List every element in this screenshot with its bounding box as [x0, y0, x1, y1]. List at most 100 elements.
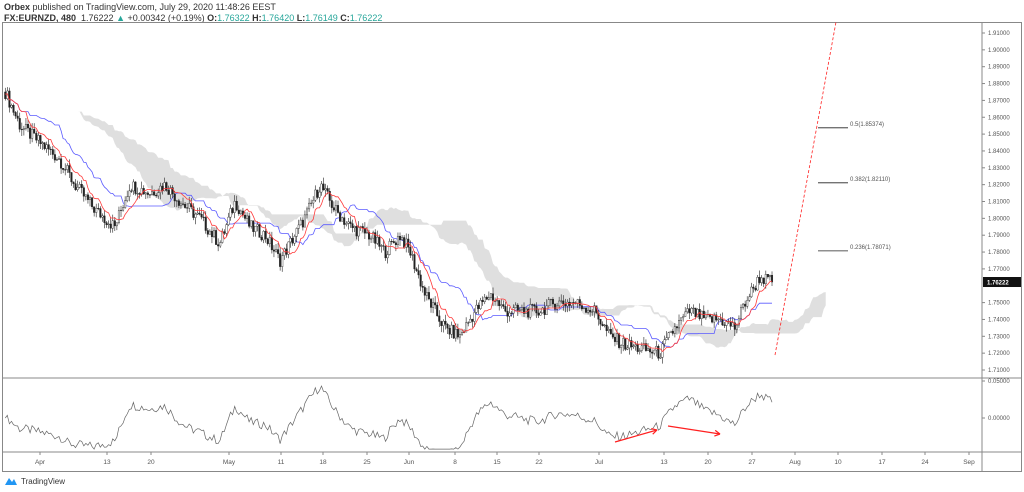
candle — [461, 332, 464, 335]
candle — [479, 300, 482, 309]
y-tick-label: 1.87000 — [988, 98, 1010, 104]
candle — [409, 246, 412, 256]
candle — [709, 314, 712, 317]
x-tick-label: 17 — [878, 459, 886, 466]
candle — [117, 210, 120, 223]
candle — [430, 298, 433, 308]
x-tick-label: 10 — [834, 459, 842, 466]
candle — [235, 201, 238, 211]
candle — [324, 188, 327, 191]
candle — [442, 320, 445, 326]
candle — [396, 235, 399, 246]
candle — [53, 154, 56, 161]
candle — [262, 231, 265, 241]
candle — [527, 308, 530, 318]
candle — [520, 307, 523, 311]
y-tick-label: 1.74000 — [988, 317, 1010, 323]
candle — [165, 182, 168, 191]
candle — [694, 307, 697, 317]
candle — [425, 292, 428, 296]
candle — [47, 144, 50, 150]
candle — [510, 312, 513, 314]
symbol[interactable]: FX:EURNZD, 480 — [4, 13, 77, 23]
candle — [155, 194, 158, 197]
y-tick-label: 1.88000 — [988, 82, 1010, 88]
candle — [748, 296, 751, 301]
candle — [22, 128, 25, 130]
candle — [675, 326, 678, 329]
candle — [758, 277, 761, 283]
candle — [328, 191, 331, 201]
candle — [605, 324, 608, 331]
x-tick-label: Aug — [789, 459, 801, 466]
y-tick-label: 1.73000 — [988, 334, 1010, 340]
y-tick-label: 1.80000 — [988, 216, 1010, 222]
candle — [502, 304, 505, 307]
candle — [717, 318, 720, 321]
divergence-arrow-1-head — [651, 428, 658, 431]
candle — [272, 249, 275, 252]
candle — [636, 344, 639, 352]
candle — [95, 207, 98, 213]
candle — [603, 324, 606, 326]
candle — [198, 212, 201, 215]
candle — [120, 209, 123, 211]
ichimoku-cloud — [59, 93, 826, 348]
candle — [624, 338, 627, 350]
candle — [764, 274, 767, 284]
candle — [74, 183, 77, 190]
candle — [669, 330, 672, 333]
candle — [215, 230, 218, 245]
candle — [713, 314, 716, 323]
candle — [281, 255, 284, 267]
candle — [593, 305, 596, 312]
up-triangle-icon: ▲ — [116, 13, 126, 23]
candle — [427, 292, 430, 300]
tradingview-logo[interactable]: TradingView — [4, 476, 65, 486]
candle — [715, 314, 718, 321]
candle — [229, 208, 232, 218]
candle — [163, 182, 166, 192]
candle — [506, 310, 509, 317]
candle — [541, 307, 544, 314]
candle — [578, 299, 581, 306]
candle — [167, 190, 170, 195]
candle — [498, 300, 501, 307]
candle — [16, 115, 19, 119]
candle — [467, 322, 470, 324]
candle — [20, 129, 23, 131]
chart-frame[interactable] — [2, 22, 1022, 472]
candle — [4, 91, 7, 99]
candle — [403, 237, 406, 248]
candle — [291, 237, 294, 244]
candle — [386, 254, 389, 259]
candle — [686, 308, 689, 313]
candle — [370, 237, 373, 240]
candle — [35, 133, 38, 141]
candle — [432, 302, 435, 308]
candle — [665, 337, 668, 340]
candle — [390, 240, 393, 242]
x-tick-label: 27 — [748, 459, 756, 466]
candle — [76, 187, 79, 190]
x-tick-label: May — [223, 459, 236, 466]
candle — [60, 158, 63, 169]
candle — [343, 217, 346, 225]
candle — [82, 187, 85, 197]
candle — [153, 191, 156, 196]
candle — [537, 312, 540, 316]
candle — [252, 220, 255, 232]
candle — [31, 128, 34, 139]
candle — [146, 192, 149, 195]
candle — [698, 308, 701, 319]
divergence-arrow-2-head — [714, 433, 721, 437]
candle — [626, 347, 629, 350]
candle — [529, 304, 532, 318]
candle — [231, 208, 234, 213]
candle — [388, 240, 391, 255]
divergence-arrow-2-head — [714, 429, 721, 435]
x-tick-label: 20 — [147, 459, 155, 466]
candle — [766, 274, 769, 278]
candle — [688, 308, 691, 314]
